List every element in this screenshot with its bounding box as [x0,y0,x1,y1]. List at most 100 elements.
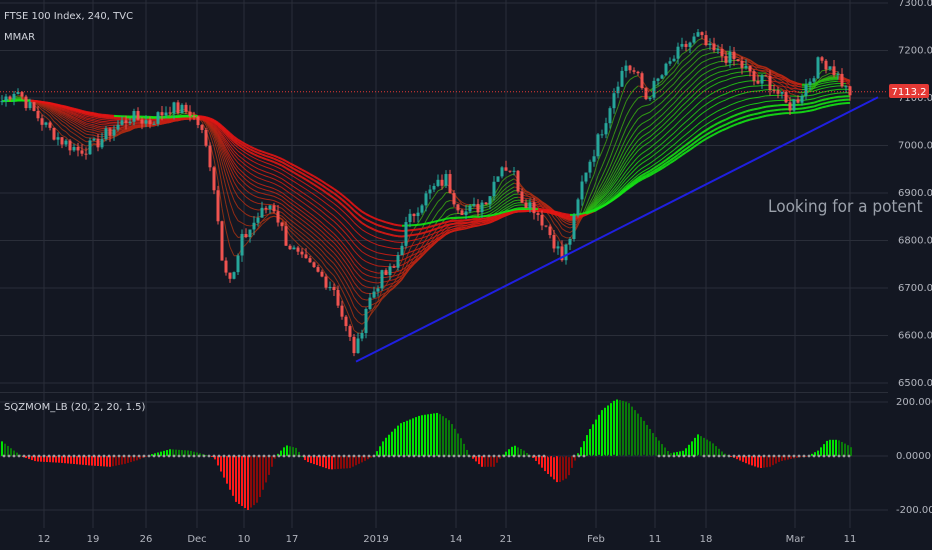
candle-body-59[interactable] [236,255,240,273]
momentum-bar-246[interactable] [739,456,741,461]
momentum-bar-189[interactable] [568,456,570,476]
candle-body-61[interactable] [244,234,248,238]
momentum-bar-32[interactable] [97,456,99,466]
candle-body-122[interactable] [488,196,492,205]
candle-body-35[interactable] [140,119,144,124]
momentum-bar-248[interactable] [745,456,747,464]
candle-body-208[interactable] [832,66,836,75]
candle-body-181[interactable] [724,56,728,63]
momentum-bar-114[interactable] [343,456,345,469]
momentum-bar-93[interactable] [280,450,282,456]
momentum-bar-241[interactable] [724,453,726,456]
momentum-bar-64[interactable] [193,451,195,456]
momentum-bar-217[interactable] [652,433,654,456]
candle-body-187[interactable] [748,65,752,72]
momentum-bar-235[interactable] [706,439,708,456]
momentum-bar-110[interactable] [331,456,333,470]
candle-body-129[interactable] [516,170,520,192]
momentum-bar-191[interactable] [574,456,576,461]
candle-body-117[interactable] [468,205,472,212]
candle-body-37[interactable] [148,120,152,125]
momentum-bar-0[interactable] [1,441,3,456]
momentum-bar-231[interactable] [694,437,696,456]
candle-body-31[interactable] [124,120,128,123]
momentum-bar-162[interactable] [487,456,489,467]
candle-body-131[interactable] [524,202,528,209]
momentum-bar-61[interactable] [184,450,186,456]
candle-body-119[interactable] [476,203,480,213]
momentum-bar-274[interactable] [823,444,825,456]
momentum-bar-35[interactable] [106,456,108,467]
candle-body-192[interactable] [768,75,772,91]
momentum-bar-268[interactable] [805,456,807,457]
momentum-bar-271[interactable] [814,452,816,456]
momentum-bar-139[interactable] [418,415,420,456]
momentum-bar-247[interactable] [742,456,744,462]
momentum-bar-12[interactable] [37,456,39,462]
momentum-bar-48[interactable] [145,456,147,457]
candle-body-137[interactable] [548,226,552,236]
momentum-bar-277[interactable] [832,439,834,456]
momentum-bar-169[interactable] [508,449,510,456]
candle-body-141[interactable] [564,244,568,261]
candle-body-202[interactable] [808,81,812,85]
candle-body-153[interactable] [612,93,616,109]
candle-body-43[interactable] [172,102,176,114]
momentum-bar-214[interactable] [643,420,645,456]
candle-body-160[interactable] [640,73,644,89]
candle-body-34[interactable] [136,111,140,120]
momentum-bar-45[interactable] [136,456,138,461]
candle-body-85[interactable] [340,305,344,317]
momentum-bar-39[interactable] [118,456,120,466]
candle-body-18[interactable] [72,147,76,151]
candle-body-1[interactable] [4,96,8,102]
momentum-bar-103[interactable] [310,456,312,464]
momentum-bar-155[interactable] [466,449,468,456]
momentum-bar-26[interactable] [79,456,81,465]
candle-body-27[interactable] [108,128,112,136]
momentum-bar-163[interactable] [490,456,492,467]
momentum-bar-63[interactable] [190,450,192,456]
candle-body-24[interactable] [96,138,100,148]
candle-body-139[interactable] [556,246,560,249]
momentum-bar-52[interactable] [157,452,159,456]
candle-body-28[interactable] [112,129,116,136]
candle-body-42[interactable] [168,112,172,114]
momentum-bar-164[interactable] [493,456,495,467]
candle-body-170[interactable] [680,44,684,47]
candle-body-180[interactable] [720,48,724,57]
momentum-bar-238[interactable] [715,446,717,456]
candle-body-76[interactable] [304,254,308,259]
momentum-bar-116[interactable] [349,456,351,469]
momentum-bar-126[interactable] [379,446,381,456]
momentum-bar-256[interactable] [769,456,771,467]
momentum-bar-70[interactable] [211,456,213,457]
candle-body-147[interactable] [588,161,592,173]
candle-body-32[interactable] [128,121,132,123]
momentum-bar-16[interactable] [49,456,51,463]
momentum-bar-62[interactable] [187,450,189,456]
candle-body-72[interactable] [288,245,292,250]
candle-body-96[interactable] [384,270,388,276]
momentum-bar-171[interactable] [514,445,516,456]
momentum-bar-90[interactable] [271,456,273,467]
candle-body-8[interactable] [32,102,36,111]
momentum-bar-275[interactable] [826,440,828,456]
candle-body-178[interactable] [712,43,716,51]
momentum-bar-154[interactable] [463,443,465,456]
momentum-bar-185[interactable] [556,456,558,483]
momentum-bar-161[interactable] [484,456,486,467]
momentum-bar-4[interactable] [13,450,15,456]
momentum-bar-82[interactable] [247,456,249,510]
candle-body-206[interactable] [824,60,828,70]
candle-body-203[interactable] [812,78,816,82]
momentum-bar-19[interactable] [58,456,60,463]
momentum-bar-180[interactable] [541,456,543,468]
candle-body-71[interactable] [284,226,288,246]
momentum-bar-13[interactable] [40,456,42,462]
momentum-bar-18[interactable] [55,456,57,463]
candle-body-22[interactable] [88,140,92,155]
momentum-bar-232[interactable] [697,434,699,456]
momentum-bar-198[interactable] [595,419,597,456]
